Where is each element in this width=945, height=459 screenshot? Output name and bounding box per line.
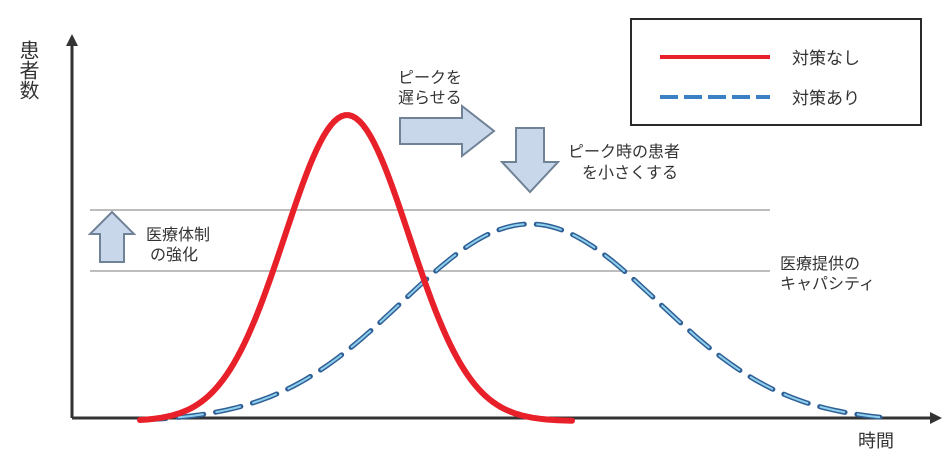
- delay-peak-label-line1: ピークを: [398, 68, 463, 87]
- legend-label-no-measures: 対策なし: [792, 49, 860, 69]
- delay-peak-label-line2: 遅らせる: [398, 88, 462, 107]
- legend-solid-line-icon: [660, 55, 770, 59]
- lower-peak-label-line1: ピーク時の患者: [568, 142, 681, 161]
- legend-label-with-measures: 対策あり: [792, 89, 860, 109]
- y-axis-arrowhead: [66, 34, 78, 46]
- capacity-label-line2: キャパシティ: [780, 274, 876, 293]
- lower-peak-label-line2: を小さくする: [582, 163, 679, 182]
- y-axis-label: 患者数: [16, 40, 40, 100]
- strengthen-system-label-line1: 医療体制: [146, 225, 211, 244]
- x-axis-arrowhead: [930, 412, 942, 424]
- delay-peak-arrow-icon: [399, 103, 496, 159]
- legend-dashed-line-icon: [660, 95, 770, 99]
- curve-with-measures-inner: [139, 222, 881, 421]
- legend-item-with-measures: 対策あり: [632, 80, 920, 110]
- x-axis-label: 時間: [858, 431, 894, 452]
- legend: 対策なし 対策あり: [630, 18, 922, 126]
- legend-item-no-measures: 対策なし: [632, 40, 920, 70]
- strengthen-system-label-line2: の強化: [150, 245, 199, 264]
- curve-no-measures: [137, 112, 575, 424]
- strengthen-system-arrow-icon: [87, 210, 137, 263]
- lower-peak-arrow-icon: [499, 127, 561, 194]
- capacity-label-line1: 医療提供の: [780, 254, 861, 273]
